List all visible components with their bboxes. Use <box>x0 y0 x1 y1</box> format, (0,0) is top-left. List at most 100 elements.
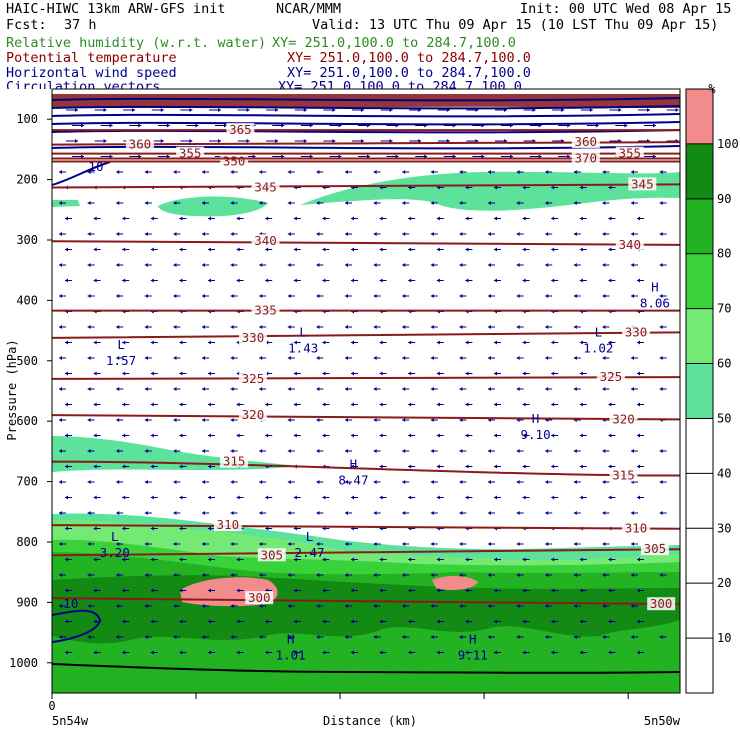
vector-head <box>218 139 221 143</box>
vector-head <box>545 542 549 546</box>
vector-head <box>265 278 269 283</box>
vector-head <box>173 449 177 453</box>
vector-head <box>116 356 120 360</box>
vector-head <box>573 449 577 453</box>
vector-head <box>522 433 526 438</box>
rh-region-lower-90b <box>511 600 612 632</box>
vector-head <box>430 542 434 546</box>
vector-head <box>65 216 68 221</box>
vector-head <box>144 604 148 608</box>
theta-contour-label: 330 <box>242 330 265 345</box>
vector-head <box>316 263 320 267</box>
vector-head <box>608 650 612 655</box>
vector-head <box>488 356 491 360</box>
vector-head <box>202 573 205 577</box>
wind-contour-line <box>52 121 680 126</box>
theta-contour-line <box>52 240 680 246</box>
vector-head <box>545 263 549 267</box>
vector-head <box>116 573 120 577</box>
vector-head <box>322 495 326 500</box>
vector-head <box>87 356 91 360</box>
vector-head <box>287 232 291 236</box>
vector-head <box>59 201 62 205</box>
vector-head <box>379 495 383 500</box>
vector-head <box>602 542 606 546</box>
vector-head <box>408 247 412 252</box>
vector-head <box>659 511 663 515</box>
vector-head <box>436 371 440 376</box>
colorbar-swatch <box>686 253 713 309</box>
vector-head <box>287 604 291 608</box>
vector-head <box>408 650 412 655</box>
x-axis-title: Distance (km) <box>323 714 417 728</box>
vector-head <box>631 263 634 267</box>
vector-head <box>236 588 240 593</box>
vector-head <box>236 433 240 438</box>
vector-head <box>259 449 263 453</box>
vector-head <box>265 433 269 438</box>
vector-head <box>637 278 640 283</box>
vector-head <box>494 371 497 376</box>
theta-contour-label: 310 <box>217 517 240 532</box>
vector-head <box>402 294 406 298</box>
vector-head <box>351 433 354 438</box>
vector-head <box>93 619 97 624</box>
vector-head <box>179 340 183 345</box>
vector-head <box>402 604 406 608</box>
vector-head <box>637 371 640 376</box>
vector-head <box>287 325 291 329</box>
vector-head <box>93 216 97 221</box>
theta-label-bg <box>125 137 154 151</box>
extremum-type: H <box>287 632 295 647</box>
vector-head <box>322 588 326 593</box>
vector-head <box>373 263 377 267</box>
vector-head <box>637 433 640 438</box>
vector-head <box>287 635 291 639</box>
vector-head <box>65 495 68 500</box>
vector-head <box>602 356 606 360</box>
vector-head <box>144 418 148 422</box>
vector-head <box>379 247 383 252</box>
vector-head <box>287 170 291 174</box>
rh-region-upper-band-b <box>52 94 680 108</box>
vector-head <box>293 588 297 593</box>
vector-head <box>87 387 91 391</box>
vector-head <box>494 433 497 438</box>
vector-head <box>287 511 291 515</box>
vector-head <box>659 387 663 391</box>
colorbar-swatch <box>686 308 713 364</box>
theta-contour-line <box>52 548 680 557</box>
vector-head <box>208 588 211 593</box>
colorbar-tick-label: 10 <box>717 631 731 645</box>
vector-head <box>122 495 126 500</box>
vector-head <box>303 139 307 143</box>
vector-head <box>402 418 406 422</box>
theta-contour-label: 320 <box>612 411 635 426</box>
vector-head <box>516 356 520 360</box>
vector-head <box>59 573 62 577</box>
vector-head <box>436 495 440 500</box>
vector-head <box>436 588 440 593</box>
vector-head <box>259 170 263 174</box>
wind-contour-line <box>52 145 680 150</box>
vector-head <box>465 371 469 376</box>
vector-head <box>488 201 491 205</box>
vector-head <box>173 356 177 360</box>
vector-head <box>545 449 549 453</box>
vector-head <box>281 123 285 128</box>
vector-head <box>236 340 240 345</box>
vector-head <box>579 495 583 500</box>
vector-head <box>179 619 183 624</box>
wind-contour-line <box>52 609 102 643</box>
vector-head <box>316 511 320 515</box>
theta-contour-line <box>52 183 680 189</box>
vector-head <box>637 402 640 407</box>
vector-head <box>402 232 406 236</box>
vector-head <box>293 650 297 655</box>
vector-head <box>202 263 205 267</box>
vector-head <box>122 650 126 655</box>
vector-head <box>459 480 463 484</box>
legend-name-rh: Relative humidity (w.r.t. water) <box>6 35 267 51</box>
vector-head <box>160 108 164 112</box>
vector-head <box>144 511 148 515</box>
